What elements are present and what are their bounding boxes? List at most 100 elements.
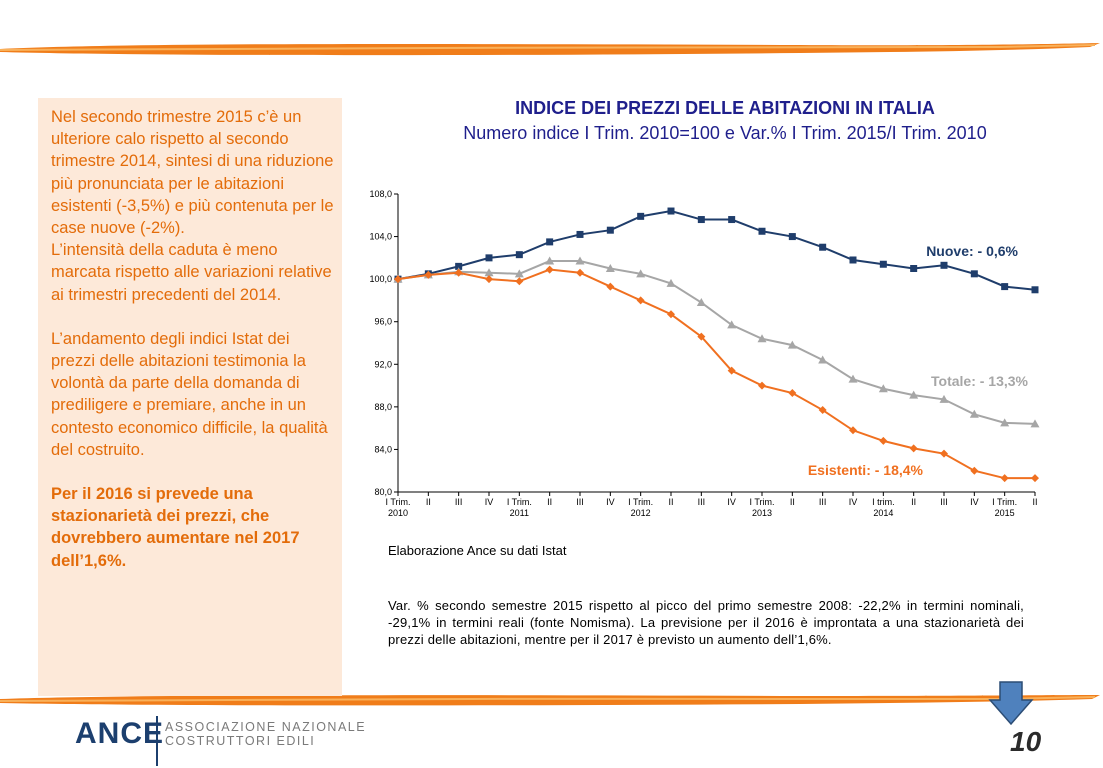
point-esistenti xyxy=(788,389,797,398)
point-totale xyxy=(545,256,555,265)
point-totale xyxy=(909,390,919,399)
point-esistenti xyxy=(667,310,675,319)
ance-logo: ANCE xyxy=(75,717,165,750)
point-nuove xyxy=(485,254,493,262)
point-nuove xyxy=(637,212,645,220)
chart-title: INDICE DEI PREZZI DELLE ABITAZIONI IN IT… xyxy=(515,98,935,118)
series-line-esistenti xyxy=(397,268,1035,480)
point-esistenti xyxy=(727,366,736,375)
series-label-nuove: Nuove: - 0,6% xyxy=(926,243,1018,259)
y-tick-label: 88,0 xyxy=(374,402,392,412)
line-chart: 80,0 84,0 88,0 92,0 96,0 100,0 104,0 108,0 I Tri… xyxy=(369,189,1040,518)
x-tick-label: IV xyxy=(606,497,615,507)
logo-subtitle-line-1: ASSOCIAZIONE NAZIONALE xyxy=(165,720,367,734)
point-nuove xyxy=(940,261,948,269)
point-totale xyxy=(969,409,979,418)
x-tick-label: III xyxy=(576,497,584,507)
x-tick-label: II xyxy=(1032,497,1037,507)
point-nuove xyxy=(546,238,554,246)
x-year-label: 2013 xyxy=(752,508,772,518)
point-nuove xyxy=(606,226,614,234)
point-nuove xyxy=(576,230,584,238)
x-tick-label: I Trim. xyxy=(386,497,411,507)
point-esistenti xyxy=(606,282,615,291)
logo-divider xyxy=(156,716,158,766)
point-esistenti xyxy=(576,268,584,277)
x-tick-label: IV xyxy=(970,497,979,507)
down-arrow-icon[interactable] xyxy=(988,680,1034,726)
x-tick-label: II xyxy=(668,497,673,507)
point-nuove xyxy=(455,262,463,270)
series-label-esistenti: Esistenti: - 18,4% xyxy=(808,462,924,478)
x-tick-label: I Trim. xyxy=(750,497,775,507)
point-totale xyxy=(757,334,767,343)
point-totale xyxy=(575,256,585,265)
point-totale xyxy=(848,374,858,383)
point-esistenti xyxy=(970,466,979,475)
y-tick-label: 100,0 xyxy=(369,274,392,284)
y-tick-label: 84,0 xyxy=(374,444,392,454)
x-tick-label: I Trim. xyxy=(507,497,532,507)
x-tick-label: III xyxy=(940,497,948,507)
point-nuove xyxy=(910,265,918,272)
point-esistenti xyxy=(636,296,645,305)
point-totale xyxy=(878,384,888,393)
x-tick-label: II xyxy=(911,497,916,507)
point-esistenti xyxy=(1000,474,1009,483)
y-tick-label: 80,0 xyxy=(374,487,392,497)
point-nuove xyxy=(728,216,736,224)
chart-source: Elaborazione Ance su dati Istat xyxy=(388,543,567,558)
logo-subtitle-line-2: COSTRUTTORI EDILI xyxy=(165,734,316,748)
point-esistenti xyxy=(1031,474,1039,483)
point-totale xyxy=(939,394,949,403)
point-totale xyxy=(666,278,676,287)
sidebar-paragraph-3: L’andamento degli indici Istat dei prezz… xyxy=(51,329,328,459)
point-nuove xyxy=(879,260,887,268)
x-tick-label: IV xyxy=(727,497,736,507)
point-esistenti xyxy=(909,444,918,453)
point-totale xyxy=(605,264,615,272)
page-number: 10 xyxy=(1010,726,1042,757)
bottom-brush-decoration xyxy=(0,695,1100,706)
point-esistenti xyxy=(758,381,766,390)
x-year-label: 2011 xyxy=(510,508,529,518)
point-nuove xyxy=(515,251,523,259)
x-tick-label: I trim. xyxy=(872,497,895,507)
point-nuove xyxy=(758,227,766,235)
point-nuove xyxy=(819,243,827,251)
point-totale xyxy=(818,355,828,364)
x-tick-label: IV xyxy=(485,497,494,507)
point-esistenti xyxy=(940,449,948,458)
point-nuove xyxy=(667,207,675,215)
x-year-label: 2012 xyxy=(631,508,651,518)
sidebar-paragraph-4: Per il 2016 si prevede una stazionarietà… xyxy=(51,485,300,570)
x-tick-label: II xyxy=(547,497,552,507)
x-tick-label: III xyxy=(455,497,463,507)
sidebar-paragraph-2: L’intensità della caduta è meno marcata … xyxy=(51,241,332,304)
point-totale xyxy=(1030,419,1040,428)
point-totale xyxy=(484,268,494,277)
point-esistenti xyxy=(849,426,857,435)
point-esistenti xyxy=(545,265,554,274)
x-tick-label: II xyxy=(790,497,795,507)
point-nuove xyxy=(849,256,857,264)
sidebar-paragraph-1: Nel secondo trimestre 2015 c’è un ulteri… xyxy=(51,108,334,238)
point-esistenti xyxy=(515,277,524,286)
series-label-totale: Totale: - 13,3% xyxy=(931,373,1029,389)
logo-subtitle: ASSOCIAZIONE NAZIONALE COSTRUTTORI EDILI xyxy=(165,720,366,748)
x-year-label: 2010 xyxy=(388,508,408,518)
point-nuove xyxy=(1031,286,1039,294)
point-totale xyxy=(727,320,737,329)
x-tick-label: III xyxy=(819,497,827,507)
y-tick-label: 92,0 xyxy=(374,359,392,369)
point-totale xyxy=(787,340,797,349)
point-esistenti xyxy=(818,406,827,415)
x-tick-label: III xyxy=(698,497,706,507)
point-esistenti xyxy=(454,268,463,277)
x-tick-label: I Trim. xyxy=(992,497,1017,507)
x-year-label: 2015 xyxy=(995,508,1015,518)
point-nuove xyxy=(788,233,796,241)
x-tick-label: II xyxy=(426,497,431,507)
point-esistenti xyxy=(879,436,888,445)
series-line-nuove xyxy=(397,210,1036,291)
